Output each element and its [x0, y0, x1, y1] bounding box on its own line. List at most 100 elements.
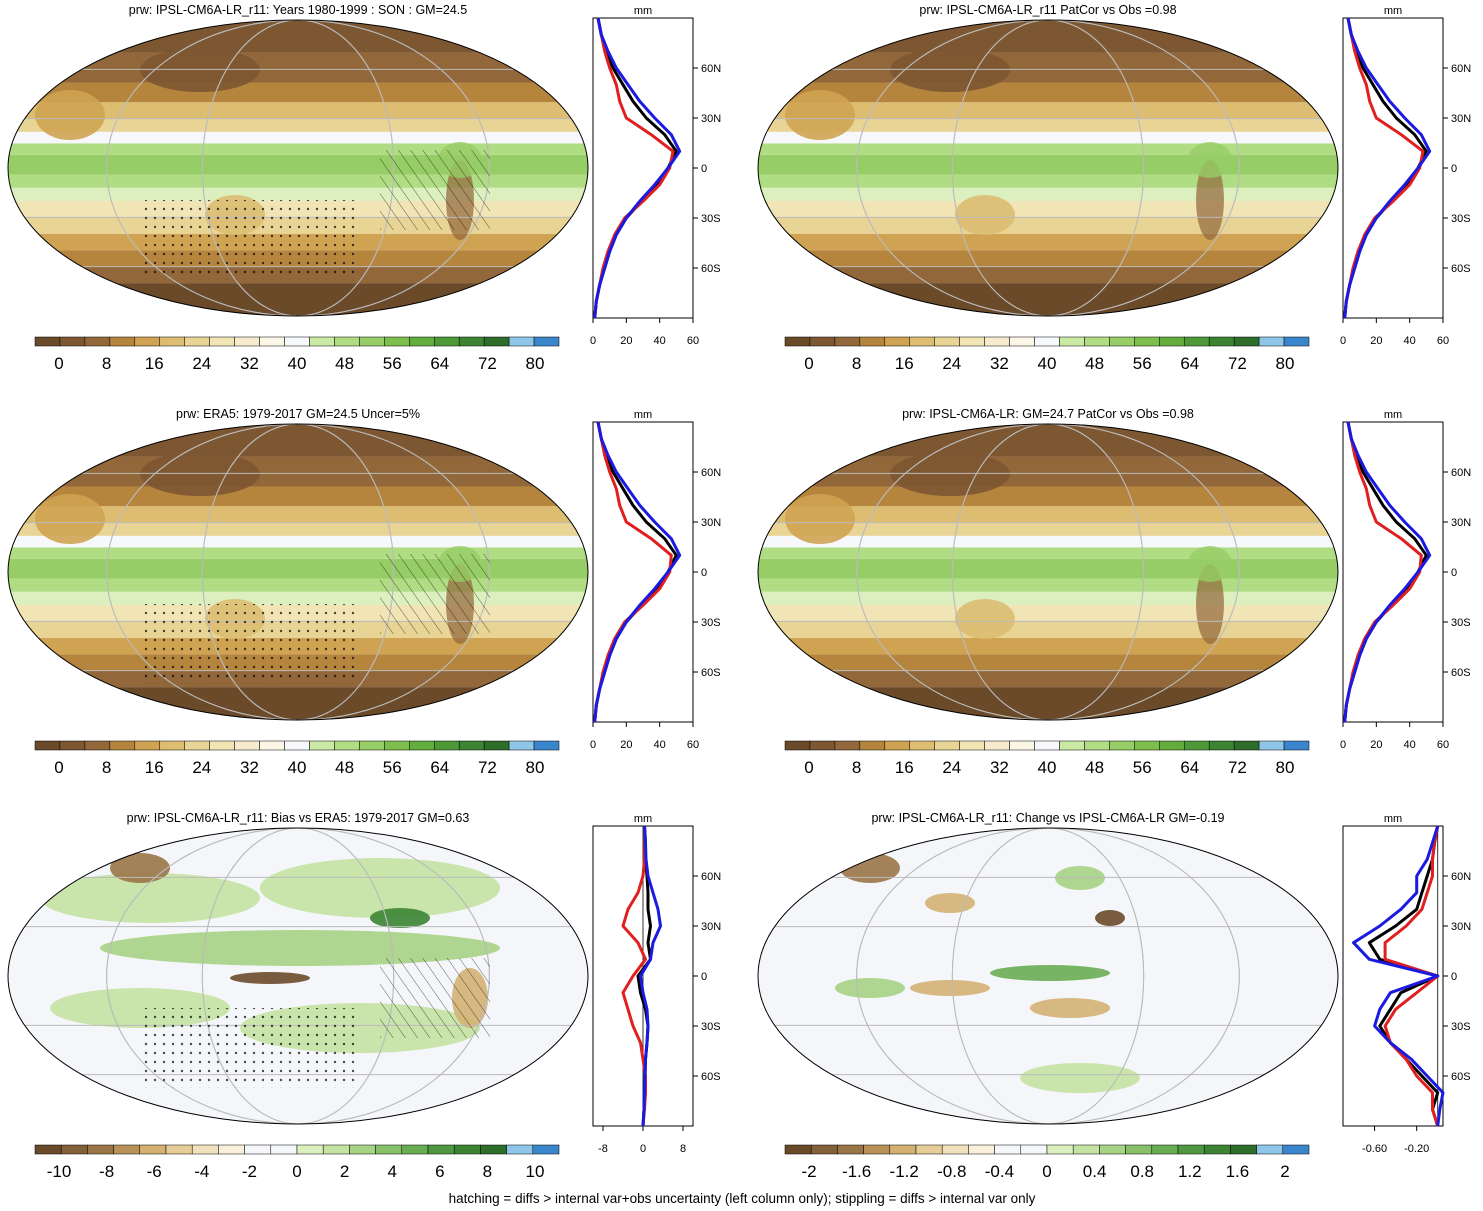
colorbar-swatch [506, 1144, 534, 1155]
colorbar-label: 24 [942, 758, 961, 777]
colorbar-label: 72 [478, 758, 497, 777]
colorbar-swatch [433, 740, 460, 751]
colorbar-swatch [859, 740, 886, 751]
panel-1: prw: IPSL-CM6A-LR_r11: Years 1980-1999 :… [7, 3, 721, 373]
colorbar-label: 64 [1180, 758, 1199, 777]
colorbar-swatch [884, 740, 911, 751]
colorbar-swatch [209, 740, 235, 751]
colorbar-swatch [244, 1144, 272, 1155]
colorbar-label: 0 [804, 758, 813, 777]
zonal-line-red [593, 17, 675, 319]
colorbar-swatch [1233, 740, 1260, 751]
zonal-line-blue [1352, 825, 1445, 1127]
colorbar-label: -1.6 [842, 1162, 871, 1181]
colorbar-label: 64 [430, 758, 449, 777]
colorbar-swatch [1230, 1144, 1257, 1155]
colorbar-label: 2 [1280, 1162, 1289, 1181]
colorbar-swatch [375, 1144, 403, 1155]
zonal-line-blue [639, 825, 662, 1127]
zonal-xtick-label: 40 [1404, 335, 1416, 347]
zonal-xtick-label: 8 [680, 1143, 686, 1155]
colorbar-swatch [191, 1144, 219, 1155]
colorbar-swatch [1258, 740, 1285, 751]
colorbar-swatch [84, 740, 111, 751]
zonal-ytick-label: 30S [701, 1021, 721, 1033]
map-outline [757, 19, 1339, 317]
colorbar-label: 8 [102, 758, 111, 777]
colorbar-swatch [1084, 740, 1110, 751]
colorbar-swatch [984, 740, 1010, 751]
colorbar-swatch [1034, 740, 1060, 751]
colorbar-swatch [1151, 1144, 1179, 1155]
colorbar-label: 80 [526, 354, 545, 373]
colorbar-label: 72 [1228, 354, 1247, 373]
colorbar-label: 0 [1042, 1162, 1051, 1181]
colorbar-swatch [234, 740, 260, 751]
panel-title: prw: IPSL-CM6A-LR_r11: Bias vs ERA5: 197… [127, 811, 470, 825]
colorbar-label: 0 [54, 354, 63, 373]
zonal-xlabel: mm [634, 5, 652, 17]
colorbar-label: 1.2 [1178, 1162, 1202, 1181]
zonal-ytick-label: 30S [1451, 1021, 1471, 1033]
colorbar-swatch [508, 740, 535, 751]
colorbar-swatch [884, 336, 911, 347]
zonal-xtick-label: 40 [654, 739, 666, 751]
colorbar-label: 2 [340, 1162, 349, 1181]
map-outline [7, 827, 589, 1125]
zonal-ytick-label: 30N [1451, 921, 1471, 933]
colorbar-swatch [1258, 336, 1285, 347]
colorbar-label: 48 [335, 758, 354, 777]
colorbar-swatch [458, 740, 485, 751]
colorbar-label: 16 [895, 758, 914, 777]
colorbar-swatch [1183, 740, 1210, 751]
colorbar-label: 8 [102, 354, 111, 373]
colorbar-label: 16 [145, 354, 164, 373]
colorbar-label: -8 [99, 1162, 114, 1181]
colorbar-swatch [508, 336, 535, 347]
zonal-xlabel: mm [1384, 5, 1402, 17]
colorbar-swatch [1046, 1144, 1074, 1155]
colorbar-swatch [134, 740, 161, 751]
colorbar-label: 24 [192, 758, 211, 777]
zonal-ytick-label: 60S [701, 1071, 721, 1083]
colorbar-swatch [453, 1144, 481, 1155]
colorbar: -10 -8 -6 -4 -2 0 2 4 6 8 10 [34, 1144, 560, 1181]
zonal-ytick-label: 60S [1451, 1071, 1471, 1083]
colorbar-label: 64 [430, 354, 449, 373]
map-field [758, 424, 1338, 720]
colorbar-swatch [784, 336, 811, 347]
map-outline [757, 827, 1339, 1125]
colorbar-swatch [34, 1144, 62, 1155]
zonal-line-red [593, 421, 673, 723]
colorbar-swatch [1203, 1144, 1231, 1155]
colorbar-swatch [284, 336, 310, 347]
colorbar-swatch [270, 1144, 298, 1155]
colorbar-label: 48 [1085, 758, 1104, 777]
colorbar-label: 32 [990, 758, 1009, 777]
zonal-ytick-label: 60S [1451, 667, 1471, 679]
colorbar-swatch [959, 336, 985, 347]
colorbar: 0 8 16 24 32 40 48 56 64 72 80 [34, 740, 560, 777]
zonal-ytick-label: 30S [701, 213, 721, 225]
colorbar-label: 0.4 [1083, 1162, 1107, 1181]
colorbar-swatch [834, 336, 861, 347]
colorbar-label: -1.2 [890, 1162, 919, 1181]
colorbar-swatch [1009, 740, 1035, 751]
colorbar-label: 32 [240, 354, 259, 373]
colorbar-label: 72 [1228, 758, 1247, 777]
zonal-line-blue [1343, 421, 1432, 723]
zonal-xtick-label: -0.60 [1362, 1143, 1387, 1155]
colorbar-swatch [427, 1144, 455, 1155]
colorbar-swatch [259, 336, 285, 347]
colorbar-swatch [384, 740, 410, 751]
colorbar-label: 72 [478, 354, 497, 373]
colorbar-swatch [483, 336, 510, 347]
zonal-ytick-label: 0 [701, 567, 707, 579]
colorbar-swatch [359, 336, 385, 347]
colorbar-swatch [915, 1144, 943, 1155]
zonal-ytick-label: 30N [701, 517, 721, 529]
zonal-xtick-label: 60 [687, 739, 699, 751]
colorbar-swatch [784, 740, 811, 751]
zonal-mean-plot: mm -8 0 8 60N 30N 0 30S 60S [592, 813, 721, 1155]
colorbar-swatch [968, 1144, 995, 1155]
